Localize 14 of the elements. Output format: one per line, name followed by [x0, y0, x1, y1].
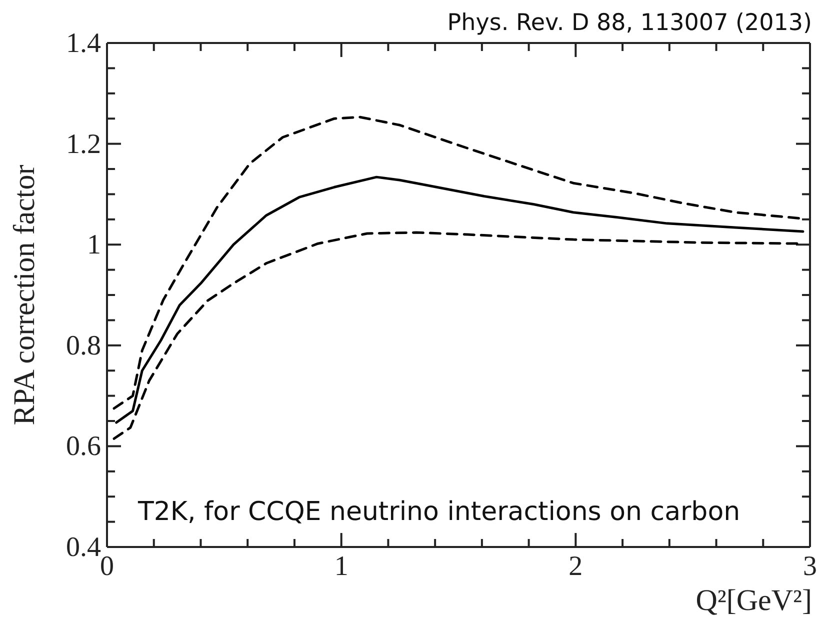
y-tick-label: 0.6 — [66, 431, 101, 462]
x-tick-label: 2 — [568, 550, 583, 582]
y-tick-label: 0.8 — [66, 330, 101, 362]
y-axis-title: RPA correction factor — [8, 164, 41, 426]
y-tick-label: 1.4 — [66, 28, 101, 59]
x-tick-label: 3 — [803, 550, 817, 582]
annotation: T2K, for CCQE neutrino interactions on carbon — [137, 497, 740, 527]
y-tick-label: 1.2 — [66, 128, 101, 160]
x-tick-label: 1 — [334, 550, 348, 582]
y-tick-label: 0.4 — [66, 532, 101, 563]
x-axis-title: Q²[GeV²] — [696, 584, 812, 617]
x-tick-label: 0 — [100, 550, 114, 582]
text: Phys. Rev. D 88, 113007 (2013) — [447, 10, 812, 36]
y-tick-label: 1 — [87, 230, 101, 261]
